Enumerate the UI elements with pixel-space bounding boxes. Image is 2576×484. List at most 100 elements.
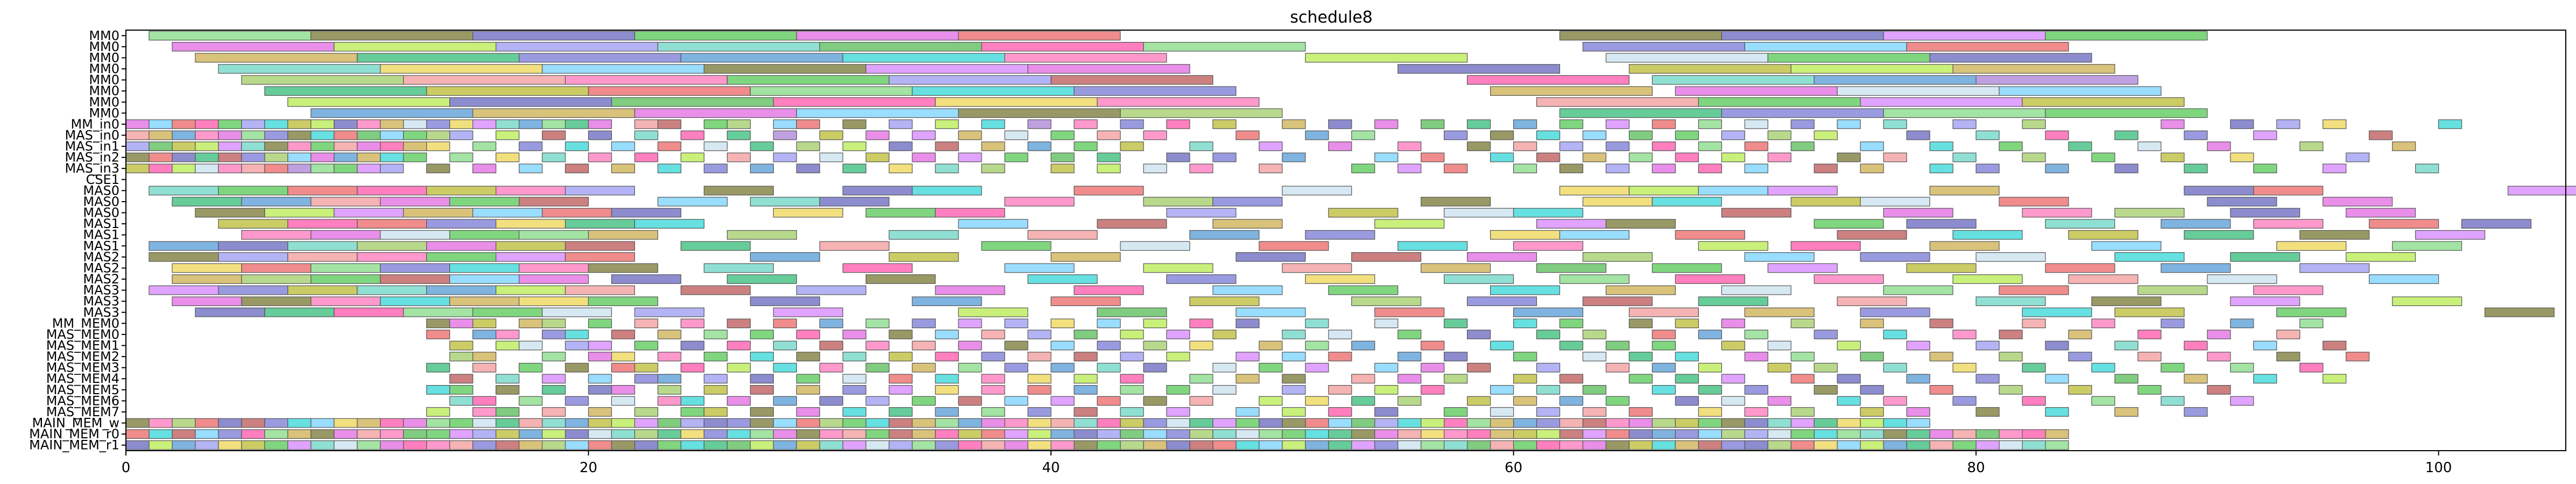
task-bar xyxy=(518,340,543,351)
task-bar xyxy=(1259,396,1283,406)
task-bar xyxy=(1767,418,1791,428)
task-bar xyxy=(1166,440,1190,450)
task-bar xyxy=(541,418,566,428)
task-bar xyxy=(149,163,173,174)
task-bar xyxy=(935,429,959,439)
task-bar xyxy=(1675,152,1699,162)
task-bar xyxy=(588,440,612,450)
task-bar xyxy=(2230,119,2254,129)
task-bar xyxy=(2022,307,2092,317)
task-bar xyxy=(241,130,265,140)
task-bar xyxy=(1282,407,1306,417)
task-bar xyxy=(1628,418,1653,428)
task-bar xyxy=(611,440,636,450)
task-bar xyxy=(1398,241,1468,251)
task-bar xyxy=(149,241,219,251)
task-bar xyxy=(912,418,936,428)
task-bar xyxy=(287,440,312,450)
task-bar xyxy=(1027,385,1051,395)
task-bar xyxy=(888,407,913,417)
task-bar xyxy=(1559,318,1584,329)
task-bar xyxy=(1744,418,1768,428)
task-bar xyxy=(241,263,312,273)
task-bar xyxy=(1929,186,2000,196)
task-bar xyxy=(1074,385,1098,395)
task-bar xyxy=(495,252,566,262)
task-bar xyxy=(1813,362,1838,373)
y-tick-label: MM0 xyxy=(89,73,119,88)
task-bar xyxy=(1282,440,1306,450)
task-bar xyxy=(888,330,913,339)
task-bar xyxy=(125,141,150,151)
task-bar xyxy=(1467,75,1630,85)
task-bar xyxy=(1467,418,1491,428)
task-bar xyxy=(773,362,797,373)
task-bar xyxy=(611,274,681,284)
task-bar xyxy=(750,330,774,339)
y-tick-label: MAIN_MEM_w xyxy=(32,416,119,431)
task-bar xyxy=(1883,119,1907,129)
task-bar xyxy=(1559,440,1584,450)
task-bar xyxy=(1189,440,1213,450)
task-bar xyxy=(657,41,820,52)
task-bar xyxy=(1975,163,2000,174)
task-bar xyxy=(1837,418,1861,428)
task-bar xyxy=(1929,318,1953,329)
task-bar xyxy=(449,274,520,284)
task-bar xyxy=(541,330,566,339)
task-bar xyxy=(2045,374,2069,384)
task-bar xyxy=(426,418,450,428)
task-bar xyxy=(2137,141,2162,151)
task-bar xyxy=(564,330,589,339)
task-bar xyxy=(588,407,612,417)
task-bar xyxy=(1189,296,1260,307)
task-bar xyxy=(1074,352,1098,361)
task-bar xyxy=(842,352,866,361)
task-bar xyxy=(2253,163,2277,174)
task-bar xyxy=(1767,340,1791,351)
task-bar xyxy=(1398,440,1422,450)
task-bar xyxy=(541,374,566,384)
task-bar xyxy=(1652,418,1676,428)
task-bar xyxy=(1906,407,1930,417)
task-bar xyxy=(310,418,335,428)
task-bar xyxy=(495,186,566,196)
task-bar xyxy=(2346,208,2416,218)
task-bar xyxy=(680,318,705,329)
task-bar xyxy=(842,163,866,174)
task-bar xyxy=(657,374,682,384)
task-bars xyxy=(125,31,2576,450)
task-bar xyxy=(958,31,1121,41)
task-bar xyxy=(611,385,636,395)
y-tick-label: MAS1 xyxy=(83,216,119,231)
task-bar xyxy=(1813,219,1884,229)
task-bar xyxy=(310,274,381,284)
task-bar xyxy=(1305,318,1329,329)
task-bar xyxy=(2022,97,2185,107)
task-bar xyxy=(703,119,728,129)
task-bar xyxy=(1929,53,2092,63)
task-bar xyxy=(264,130,288,140)
task-bar xyxy=(241,418,265,428)
task-bar xyxy=(935,352,959,361)
task-bar xyxy=(541,352,566,361)
task-bar xyxy=(403,307,474,317)
task-bar xyxy=(634,407,659,417)
task-bar xyxy=(2161,152,2185,162)
task-bar xyxy=(1582,252,1653,262)
task-bar xyxy=(2253,219,2324,229)
task-bar xyxy=(125,163,150,174)
task-bar xyxy=(518,296,589,307)
task-bar xyxy=(149,252,219,262)
task-bar xyxy=(888,75,1051,85)
task-bar xyxy=(1559,31,1722,41)
task-bar xyxy=(1004,396,1028,406)
task-bar xyxy=(218,141,242,151)
task-bar xyxy=(981,163,1005,174)
task-bar xyxy=(449,429,474,439)
task-bar xyxy=(1744,385,1768,395)
task-bar xyxy=(1074,330,1098,339)
task-bar xyxy=(195,429,219,439)
task-bar xyxy=(1813,130,1838,140)
task-bar xyxy=(241,429,265,439)
